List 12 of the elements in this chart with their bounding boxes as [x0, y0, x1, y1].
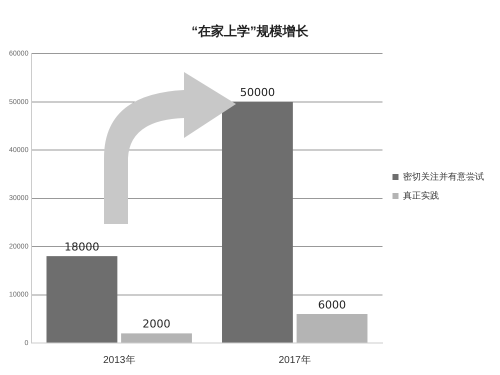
legend-label: 真正实践 [403, 190, 439, 200]
data-label: 50000 [240, 86, 275, 100]
data-label: 6000 [318, 298, 346, 312]
chart-title: “在家上学”规模增长 [192, 23, 310, 38]
legend-label: 密切关注并有意尝试 [403, 171, 484, 182]
bar [46, 256, 118, 342]
x-tick-label: 2013年 [103, 354, 136, 366]
bar [296, 314, 368, 342]
data-label: 2000 [142, 318, 171, 331]
bar [121, 333, 192, 342]
data-label: 18000 [64, 240, 100, 254]
x-tick-label: 2017年 [278, 354, 311, 366]
